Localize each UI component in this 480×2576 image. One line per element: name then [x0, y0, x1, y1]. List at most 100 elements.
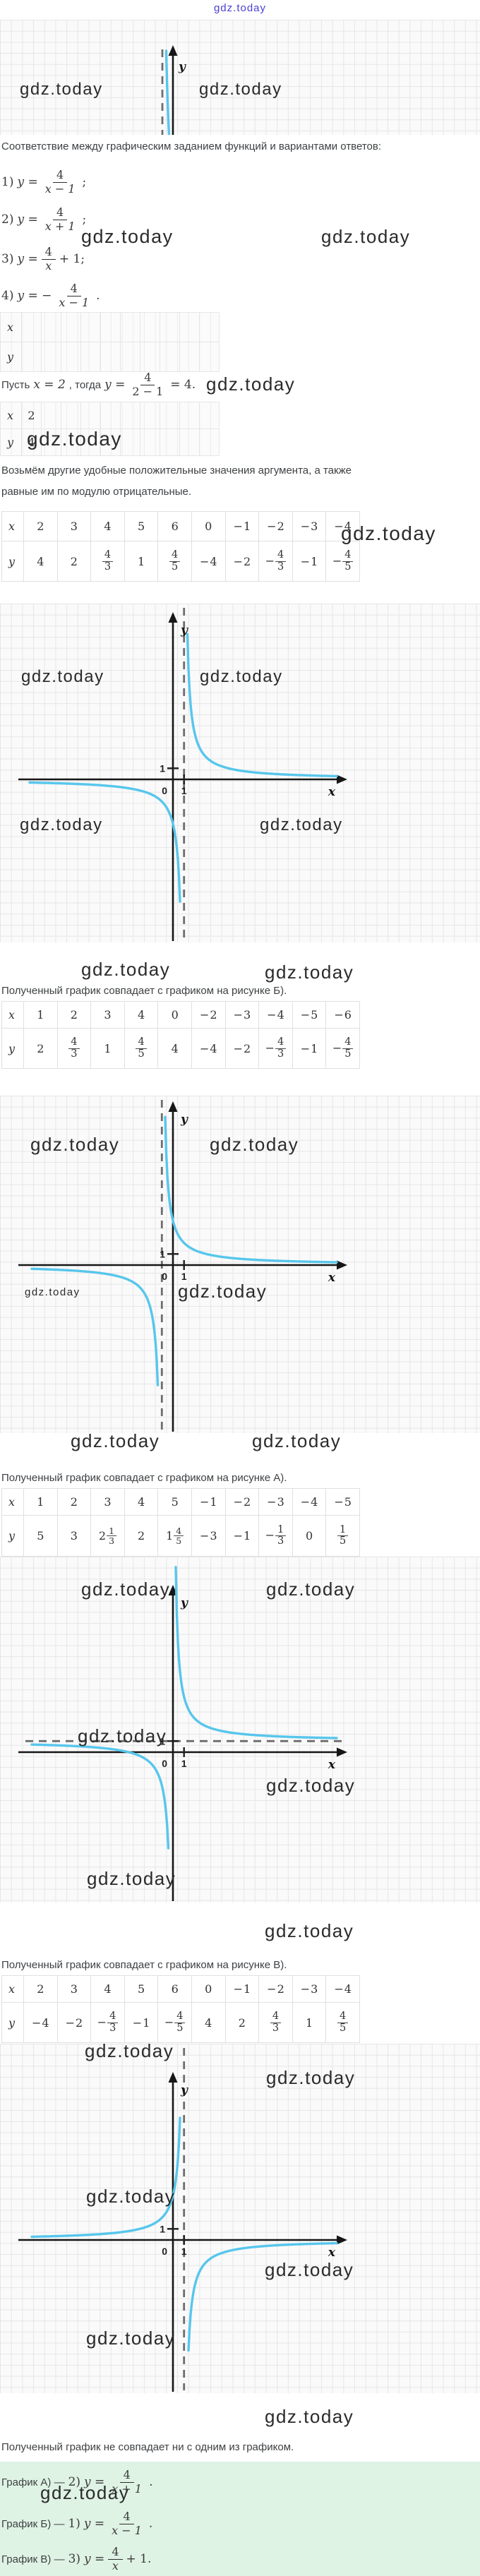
- table-cell: [41, 402, 61, 429]
- table-cell: [80, 429, 101, 456]
- table-cell: −4: [292, 1488, 327, 1516]
- top-partial-graph: y: [0, 20, 480, 135]
- table-cell: [140, 402, 160, 429]
- table-cell: −3: [258, 1488, 293, 1516]
- table-row: y 2 4 3 1 4 5 4 −4 −2−4 3 −1−4 5: [1, 1028, 360, 1069]
- table-cell: −6: [325, 1001, 360, 1029]
- row-label: y: [1, 2002, 24, 2043]
- x-axis-label: x: [328, 1271, 336, 1285]
- table-cell: −2: [224, 1488, 260, 1516]
- table-row: x: [0, 312, 220, 342]
- x-axis-label: x: [328, 1758, 336, 1772]
- table-cell: 2: [124, 1515, 159, 1557]
- table-cell: [179, 312, 200, 342]
- table-cell: 2: [56, 1001, 92, 1029]
- watermark: gdz.today: [81, 226, 174, 247]
- table-cell: −5: [325, 1488, 360, 1516]
- table-cell: 0: [191, 511, 226, 541]
- answer-a: График А) — 2) y = 4 x + 1.: [1, 2468, 153, 2496]
- table-cell: [61, 402, 81, 429]
- graph-figure-3: 1 0 1 x y: [0, 1557, 480, 1903]
- table-cell: 2: [56, 1488, 92, 1516]
- y-axis-label: y: [180, 1596, 188, 1610]
- y-axis-label: y: [180, 2083, 188, 2097]
- graph-3-canvas: 1 0 1 x y: [18, 1566, 347, 1901]
- table-cell: −2: [258, 511, 293, 541]
- x-axis-arrow: [337, 1747, 347, 1757]
- y-axis-arrow: [168, 2072, 178, 2083]
- table-cell: 4: [124, 1001, 159, 1029]
- table-cell: −1: [292, 541, 327, 582]
- table-cell: −3: [191, 1515, 226, 1557]
- table-cell: −4: [325, 511, 360, 541]
- origin-label: 0: [162, 1758, 167, 1769]
- table-cell: −4 5: [325, 541, 360, 582]
- table-cell: 1: [23, 1488, 58, 1516]
- table-cell: −3: [292, 511, 327, 541]
- table-cell: [100, 429, 121, 456]
- table-cell: −1: [292, 1028, 327, 1069]
- table-cell: −4: [23, 2002, 58, 2043]
- top-partial-graph-canvas: y: [161, 45, 186, 135]
- y-axis-arrow: [168, 45, 178, 56]
- table-cell: −4: [191, 1028, 226, 1069]
- origin-label: 0: [162, 2246, 167, 2257]
- table-cell: [80, 402, 101, 429]
- watermark: gdz.today: [206, 373, 296, 395]
- value-table-4: x 2 3 4 5 6 0 −1 −2 −3 −4 y −4 −2−4 3 −1−4 5 4 2 4 3 1 4 5: [1, 1975, 360, 2043]
- table-row: y 4 2 4 3 1 4 5 −4 −2−4 3 −1−4 5: [1, 541, 360, 582]
- graph-1-canvas: 10 1 xy: [18, 608, 347, 941]
- graph-4-canvas: 1 0 1 x y: [18, 2048, 347, 2392]
- table-cell: −1: [124, 2002, 159, 2043]
- table-cell: [100, 402, 121, 429]
- table-cell: −4: [258, 1001, 293, 1029]
- table-row: y −4 −2−4 3 −1−4 5 4 2 4 3 1 4 5: [1, 2002, 360, 2043]
- row-label: x: [1, 1975, 24, 2003]
- final-text: Полученный график не совпадает ни с одни…: [1, 2441, 294, 2453]
- hyperbola-branch: [30, 1743, 170, 1850]
- take-text-line1: Возьмём другие удобные положительные зна…: [1, 465, 352, 477]
- table-cell: −2: [56, 2002, 92, 2043]
- table-cell: −4 5: [325, 1028, 360, 1069]
- table-cell: −3: [292, 1975, 327, 2003]
- table-cell: [199, 342, 220, 372]
- value-table-1: x 2 3 4 5 6 0 −1 −2 −3 −4 y 4 2 4 3 1 4 5 −4 −2−4 3 −1−4 5: [1, 511, 360, 582]
- origin-label: 0: [162, 1271, 167, 1282]
- table-cell: 0: [292, 1515, 327, 1557]
- table-cell: −2: [224, 1028, 260, 1069]
- table-cell: −1: [224, 1515, 260, 1557]
- table-cell: 5: [157, 1488, 192, 1516]
- row-label: x: [0, 402, 22, 429]
- table-cell: 4: [23, 541, 58, 582]
- row-label: y: [1, 541, 24, 582]
- site-link[interactable]: gdz.today: [213, 2, 267, 14]
- table-cell: [160, 342, 180, 372]
- table-cell: 4: [191, 2002, 226, 2043]
- table-cell: −4 5: [157, 2002, 192, 2043]
- formula-1: 1) y = 4 x − 1;: [1, 168, 87, 196]
- table-cell: 2: [23, 1975, 58, 2003]
- hyperbola-branch: [186, 633, 338, 778]
- table-cell: 0: [191, 1975, 226, 2003]
- table-row: x 2 3 4 5 6 0 −1 −2 −3 −4: [1, 1975, 360, 2003]
- table-row: x 1 2 3 4 0 −2 −3 −4 −5 −6: [1, 1001, 360, 1029]
- table-cell: −5: [292, 1001, 327, 1029]
- table-cell: [160, 402, 180, 429]
- table-cell: −2: [258, 1975, 293, 2003]
- row-label: x: [1, 511, 24, 541]
- table-cell: 1: [124, 541, 159, 582]
- table-cell: 6: [157, 511, 192, 541]
- y-tick-label: 1: [160, 762, 165, 774]
- answers-block: [0, 2462, 480, 2576]
- table-cell: −4 3: [258, 1028, 293, 1069]
- graph-figure-4: 1 0 1 x y: [0, 2044, 480, 2393]
- answer-b: График Б) — 1) y = 4 x − 1.: [1, 2510, 153, 2537]
